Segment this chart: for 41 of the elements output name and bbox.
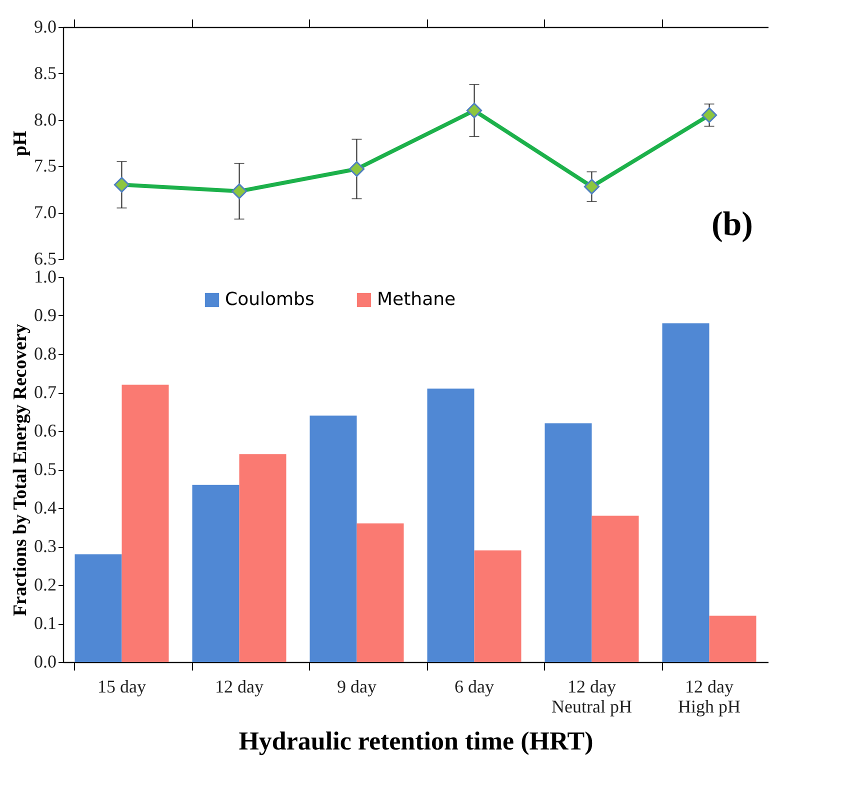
y-tick-label: 0.7 (34, 382, 56, 402)
y-tick-label: 7.0 (34, 202, 56, 222)
annotation: (b) (711, 206, 753, 243)
y-tick-label: 0.2 (34, 574, 56, 594)
bar (474, 550, 522, 662)
bar (592, 516, 639, 662)
bar (709, 616, 756, 662)
bar (74, 554, 122, 662)
x-tick-label: 12 day High pH (678, 676, 740, 716)
bar (427, 388, 474, 662)
legend-label: Methane (377, 289, 456, 310)
x-tick-label: 9 day (337, 676, 376, 696)
legend-label: Coulombs (225, 289, 314, 310)
y-tick-label: 6.5 (34, 248, 56, 268)
bar (122, 384, 169, 662)
y-tick-label: 0.8 (34, 344, 56, 364)
y-tick-label: 8.0 (34, 109, 56, 130)
y-axis-title: Fractions by Total Energy Recovery (10, 323, 31, 616)
x-tick-label: 12 day (215, 676, 264, 696)
y-tick-label: 0.3 (34, 536, 56, 556)
y-tick-label: 0.6 (34, 420, 56, 440)
bar (662, 323, 710, 662)
y-axis-title: pH (10, 130, 31, 156)
bar (544, 423, 592, 662)
y-tick-label: 0.1 (34, 613, 56, 633)
bar (192, 484, 240, 662)
bar (356, 523, 404, 662)
x-tick-label: 6 day (454, 676, 494, 696)
y-tick-label: 8.5 (34, 62, 56, 83)
y-tick-label: 1.0 (34, 266, 56, 286)
y-tick-label: 0.4 (34, 498, 56, 518)
bar (239, 454, 286, 662)
y-tick-label: 9.0 (34, 16, 56, 36)
x-tick-label: 12 day Neutral pH (552, 676, 632, 716)
y-tick-label: 0.0 (34, 652, 56, 672)
y-tick-label: 0.9 (34, 305, 56, 325)
y-tick-label: 0.5 (34, 459, 56, 479)
y-tick-label: 7.5 (34, 156, 56, 176)
bar (310, 416, 357, 662)
x-tick-label: 15 day (98, 676, 146, 696)
x-axis-title: Hydraulic retention time (HRT) (238, 726, 594, 756)
